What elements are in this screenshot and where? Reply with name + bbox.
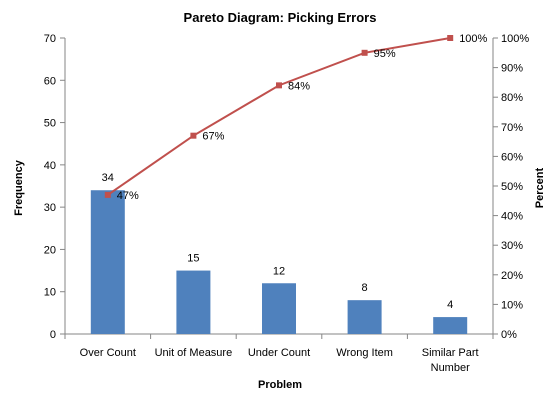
x-tick-label: Under Count bbox=[248, 347, 310, 359]
line-point bbox=[104, 191, 111, 198]
bar-data-label: 34 bbox=[102, 172, 114, 184]
line-data-label: 100% bbox=[459, 33, 487, 45]
y2-tick-label: 10% bbox=[501, 299, 523, 311]
y-axis-title: Frequency bbox=[13, 159, 25, 216]
y-tick-label: 20 bbox=[44, 244, 56, 256]
x-tick-label: Similar Part bbox=[422, 347, 479, 359]
y2-tick-label: 70% bbox=[501, 122, 523, 134]
y-tick-label: 50 bbox=[44, 118, 56, 130]
y2-tick-label: 20% bbox=[501, 270, 523, 282]
line-data-label: 95% bbox=[374, 48, 396, 60]
y2-tick-label: 100% bbox=[501, 33, 529, 45]
y2-tick-label: 60% bbox=[501, 151, 523, 163]
bar-data-label: 12 bbox=[273, 265, 285, 277]
x-tick-label: Over Count bbox=[80, 347, 136, 359]
x-tick-label: Unit of Measure bbox=[155, 347, 233, 359]
y-tick-label: 60 bbox=[44, 75, 56, 87]
chart-title: Pareto Diagram: Picking Errors bbox=[184, 10, 377, 25]
line-data-label: 84% bbox=[288, 80, 310, 92]
bar-data-label: 8 bbox=[362, 282, 368, 294]
y2-tick-label: 0% bbox=[501, 329, 517, 341]
bar bbox=[433, 317, 468, 334]
plot-area: 0 10 20 30 40 50 60 70 0% 10% 20% 30% 40% 50% 60% 70% 80… bbox=[44, 33, 530, 374]
y-tick-label: 40 bbox=[44, 160, 56, 172]
y-tick-label: 30 bbox=[44, 202, 56, 214]
bar bbox=[347, 300, 382, 334]
y2-axis-title: Percent bbox=[534, 167, 546, 208]
y2-tick-label: 30% bbox=[501, 240, 523, 252]
line-data-label: 67% bbox=[202, 131, 224, 143]
line-point bbox=[447, 35, 454, 41]
y2-tick-label: 80% bbox=[501, 92, 523, 104]
x-axis-title: Problem bbox=[258, 379, 302, 391]
y-tick-label: 0 bbox=[50, 329, 56, 341]
bar-data-label: 4 bbox=[447, 299, 453, 311]
bar bbox=[262, 283, 296, 334]
line-point bbox=[361, 49, 368, 56]
x-tick-label: Number bbox=[431, 362, 470, 374]
y2-tick-label: 90% bbox=[501, 63, 523, 75]
y-tick-label: 70 bbox=[44, 33, 56, 45]
y-tick-label: 10 bbox=[44, 287, 56, 299]
line-point bbox=[276, 82, 282, 89]
y2-tick-label: 50% bbox=[501, 181, 523, 193]
bar-data-label: 15 bbox=[187, 253, 199, 265]
line-data-label: 47% bbox=[117, 190, 139, 202]
y2-tick-label: 40% bbox=[501, 211, 523, 223]
bar bbox=[90, 190, 125, 334]
line-point bbox=[190, 132, 197, 139]
x-tick-label: Wrong Item bbox=[336, 347, 393, 359]
bar bbox=[176, 270, 211, 334]
cumulative-percent-line bbox=[107, 37, 451, 196]
